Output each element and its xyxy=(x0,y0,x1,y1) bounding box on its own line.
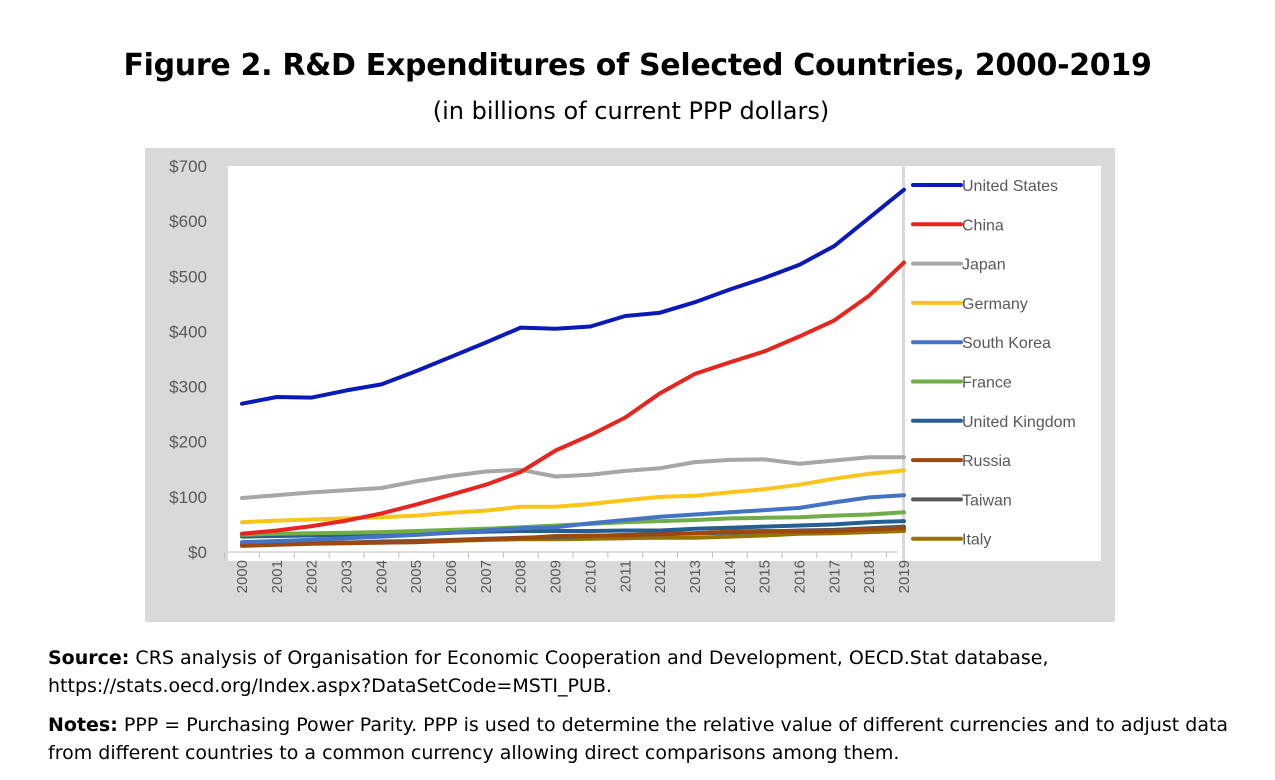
x-tick-label: 2006 xyxy=(443,560,460,593)
legend-label: Germany xyxy=(962,296,1028,313)
legend-label: Italy xyxy=(962,532,991,549)
x-tick-label: 2001 xyxy=(269,560,286,593)
y-tick-label: $300 xyxy=(169,378,207,397)
legend-label: France xyxy=(962,375,1012,392)
legend-label: United Kingdom xyxy=(962,414,1076,431)
y-tick-label: $0 xyxy=(188,543,207,562)
source-text: CRS analysis of Organisation for Economi… xyxy=(48,647,1049,697)
x-axis: 2000 2001 2002 2003 2004 2005 2006 2007 2008 2009… xyxy=(224,551,913,593)
source-label: Source: xyxy=(48,647,130,669)
notes-note: Notes: PPP = Purchasing Power Parity. PP… xyxy=(48,711,1258,767)
chart-title: Figure 2. R&D Expenditures of Selected C… xyxy=(123,48,1152,83)
y-axis: $0 $100 $200 $300 $400 $500 $600 $700 xyxy=(169,157,207,562)
series-lines xyxy=(240,187,906,548)
x-tick-label: 2002 xyxy=(304,560,321,593)
x-tick-label: 2009 xyxy=(548,560,565,593)
y-tick-label: $100 xyxy=(169,488,207,507)
series-line-united-kingdom xyxy=(240,519,906,539)
x-tick-label: 2010 xyxy=(582,560,599,593)
notes-text: PPP = Purchasing Power Parity. PPP is us… xyxy=(48,714,1229,764)
x-tick-label: 2012 xyxy=(652,560,669,593)
series-line-united-states xyxy=(240,187,906,406)
x-tick-label: 2013 xyxy=(687,560,704,593)
x-tick-label: 2017 xyxy=(826,560,843,593)
y-tick-label: $200 xyxy=(169,433,207,452)
x-tick-label: 2005 xyxy=(408,560,425,593)
series-line-russia xyxy=(240,526,906,548)
y-tick-label: $400 xyxy=(169,322,207,341)
legend-label: Russia xyxy=(962,453,1011,470)
chart-subtitle: (in billions of current PPP dollars) xyxy=(432,97,830,125)
legend-label: Japan xyxy=(962,257,1006,274)
x-tick-label: 2015 xyxy=(757,560,774,593)
y-tick-label: $600 xyxy=(169,212,207,231)
legend-label: South Korea xyxy=(962,335,1051,352)
legend-label: China xyxy=(962,217,1004,234)
legend-label: Taiwan xyxy=(962,492,1012,509)
x-tick-label: 2019 xyxy=(896,560,913,593)
legend: United States China Japan Germany South Kore… xyxy=(911,178,1076,549)
line-chart: $0$100$200$300$400$500$600$700 2000 2001 2… xyxy=(145,148,1115,622)
plot-area xyxy=(228,166,902,561)
x-tick-label: 2004 xyxy=(373,560,390,593)
x-tick-label: 2016 xyxy=(791,560,808,593)
legend-box xyxy=(905,166,1101,561)
series-line-south-korea xyxy=(240,493,906,545)
x-tick-label: 2007 xyxy=(478,560,495,593)
series-line-japan xyxy=(240,455,906,500)
notes-label: Notes: xyxy=(48,714,118,736)
source-note: Source: CRS analysis of Organisation for… xyxy=(48,644,1258,700)
x-tick-label: 2018 xyxy=(861,560,878,593)
x-tick-label: 2003 xyxy=(339,560,356,593)
x-tick-label: 2000 xyxy=(234,560,251,593)
x-tick-label: 2011 xyxy=(617,560,634,592)
y-tick-label: $700 xyxy=(169,157,207,176)
y-tick-label: $500 xyxy=(169,267,207,286)
x-tick-label: 2008 xyxy=(513,560,530,593)
legend-label: United States xyxy=(962,178,1058,195)
x-tick-label: 2014 xyxy=(722,560,739,593)
series-line-china xyxy=(240,260,906,536)
